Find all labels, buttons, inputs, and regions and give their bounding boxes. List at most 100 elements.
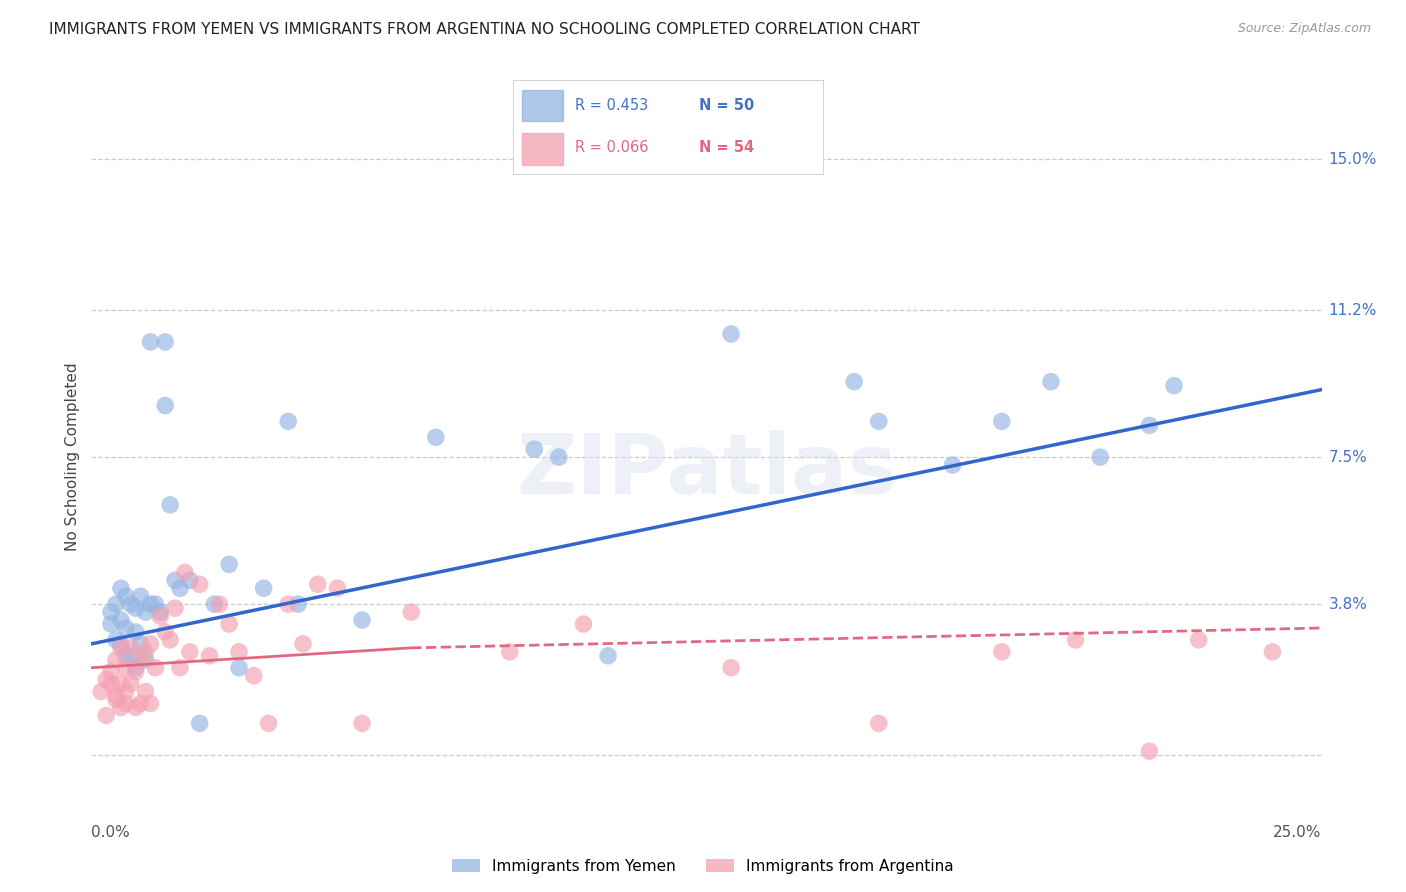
Point [163, 574, 186, 588]
Point [129, 637, 152, 651]
Point [110, 676, 132, 690]
Point [188, 716, 211, 731]
Text: 11.2%: 11.2% [1329, 302, 1376, 318]
Point [277, 414, 299, 428]
Point [179, 645, 201, 659]
Point [100, 676, 122, 690]
Point [124, 665, 146, 679]
Point [1088, 450, 1111, 465]
Point [100, 665, 122, 679]
Point [90, 684, 112, 698]
Point [149, 605, 172, 619]
Point [139, 334, 162, 349]
Point [868, 716, 890, 731]
Point [159, 632, 181, 647]
Point [208, 597, 231, 611]
Point [139, 597, 162, 611]
Point [110, 581, 132, 595]
Point [149, 609, 172, 624]
Text: R = 0.453: R = 0.453 [575, 98, 648, 113]
Text: N = 54: N = 54 [699, 140, 754, 155]
Point [425, 430, 447, 444]
Point [990, 645, 1012, 659]
Point [153, 624, 177, 639]
Point [228, 661, 250, 675]
Point [145, 597, 166, 611]
Point [153, 334, 177, 349]
Point [124, 601, 146, 615]
Point [110, 637, 132, 651]
Point [547, 450, 569, 465]
Point [352, 613, 374, 627]
Text: N = 50: N = 50 [699, 98, 754, 113]
Text: IMMIGRANTS FROM YEMEN VS IMMIGRANTS FROM ARGENTINA NO SCHOOLING COMPLETED CORREL: IMMIGRANTS FROM YEMEN VS IMMIGRANTS FROM… [49, 22, 920, 37]
Point [114, 621, 138, 635]
Y-axis label: No Schooling Completed: No Schooling Completed [65, 363, 80, 551]
Text: Source: ZipAtlas.com: Source: ZipAtlas.com [1237, 22, 1371, 36]
Point [399, 605, 422, 619]
Point [105, 632, 127, 647]
Point [174, 566, 197, 580]
Text: R = 0.066: R = 0.066 [575, 140, 648, 155]
Point [100, 605, 122, 619]
Point [228, 645, 250, 659]
Point [114, 589, 138, 603]
Point [1163, 378, 1185, 392]
Point [135, 653, 156, 667]
Point [179, 574, 201, 588]
Point [159, 498, 181, 512]
Point [145, 661, 166, 675]
Point [842, 375, 865, 389]
Point [523, 442, 546, 457]
Point [105, 692, 127, 706]
Text: 15.0%: 15.0% [1329, 152, 1376, 167]
Point [498, 645, 520, 659]
Point [114, 661, 138, 675]
Point [188, 577, 211, 591]
Point [120, 676, 142, 690]
Point [135, 645, 156, 659]
Text: 3.8%: 3.8% [1329, 597, 1368, 612]
Point [1139, 744, 1161, 758]
Point [120, 640, 142, 655]
Point [1261, 645, 1284, 659]
Point [169, 581, 191, 595]
Point [129, 697, 152, 711]
Point [100, 617, 122, 632]
Point [105, 597, 127, 611]
Point [124, 661, 146, 675]
Point [257, 716, 280, 731]
Point [139, 637, 162, 651]
Point [153, 399, 177, 413]
Point [129, 589, 152, 603]
Point [114, 684, 138, 698]
Text: 25.0%: 25.0% [1274, 825, 1322, 840]
Point [135, 684, 156, 698]
Point [163, 601, 186, 615]
Point [110, 613, 132, 627]
Bar [523, 133, 562, 164]
Point [120, 648, 142, 663]
Point [307, 577, 329, 591]
Point [96, 673, 117, 687]
Point [1039, 375, 1063, 389]
Point [114, 697, 138, 711]
Point [96, 708, 117, 723]
Point [720, 661, 742, 675]
Point [124, 700, 146, 714]
Point [326, 581, 349, 595]
Point [124, 624, 146, 639]
Point [352, 716, 374, 731]
Point [1064, 632, 1087, 647]
Point [720, 326, 742, 341]
Point [941, 458, 963, 472]
Point [218, 617, 240, 632]
Point [169, 661, 191, 675]
Point [135, 605, 156, 619]
Point [129, 653, 152, 667]
Point [120, 597, 142, 611]
Point [868, 414, 890, 428]
Bar [523, 89, 562, 121]
Point [105, 689, 127, 703]
Text: ZIPatlas: ZIPatlas [516, 431, 897, 511]
